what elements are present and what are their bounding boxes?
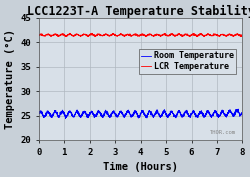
Room Temperature xyxy=(136,115,140,117)
LCR Temperature xyxy=(188,36,191,38)
Room Temperature xyxy=(131,114,134,116)
Room Temperature xyxy=(241,112,244,114)
Title: LCC1223T-A Temperature Stability: LCC1223T-A Temperature Stability xyxy=(27,5,250,18)
Y-axis label: Temperature (°C): Temperature (°C) xyxy=(5,29,15,129)
Room Temperature xyxy=(48,112,51,114)
Room Temperature xyxy=(235,110,238,112)
LCR Temperature xyxy=(235,34,238,36)
Room Temperature xyxy=(237,108,240,110)
LCR Temperature xyxy=(68,32,71,34)
LCR Temperature xyxy=(241,34,244,36)
LCR Temperature xyxy=(131,35,134,37)
LCR Temperature xyxy=(198,34,201,36)
LCR Temperature xyxy=(235,33,238,36)
LCR Temperature xyxy=(48,34,51,36)
Room Temperature xyxy=(235,109,238,111)
LCR Temperature xyxy=(37,34,40,36)
Room Temperature xyxy=(37,113,40,115)
Text: THOR.com: THOR.com xyxy=(210,130,236,135)
LCR Temperature xyxy=(136,34,140,36)
X-axis label: Time (Hours): Time (Hours) xyxy=(103,162,178,172)
Room Temperature xyxy=(64,118,67,120)
Room Temperature xyxy=(198,112,201,114)
Legend: Room Temperature, LCR Temperature: Room Temperature, LCR Temperature xyxy=(139,49,236,74)
Line: Room Temperature: Room Temperature xyxy=(39,109,242,119)
Line: LCR Temperature: LCR Temperature xyxy=(39,33,242,37)
